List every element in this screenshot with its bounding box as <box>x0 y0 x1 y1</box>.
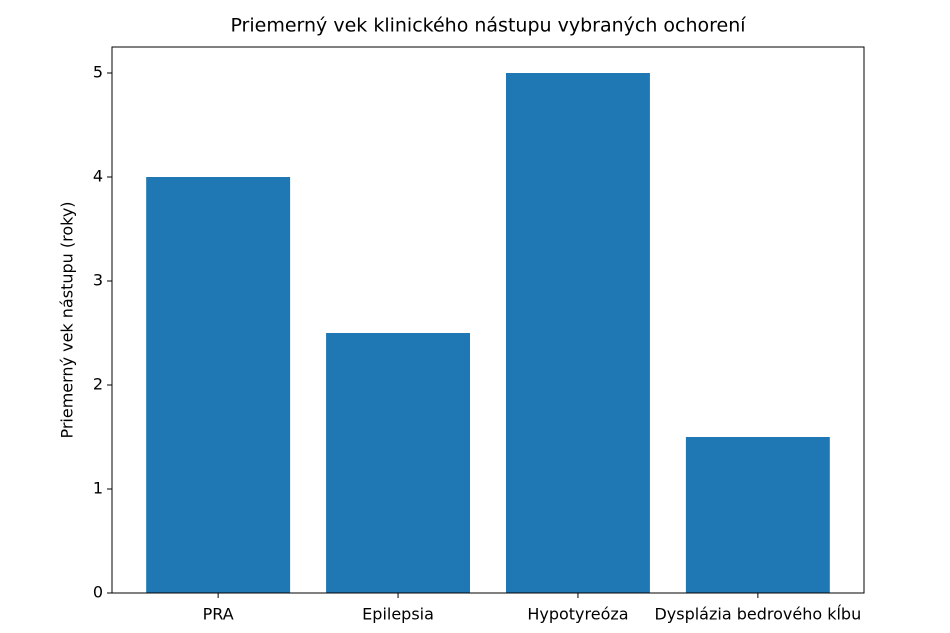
chart-title: Priemerný vek klinického nástupu vybraný… <box>230 15 746 37</box>
plot-frame <box>111 46 865 594</box>
y-tick-label: 0 <box>93 583 103 602</box>
bar <box>326 333 471 593</box>
y-tick-label: 3 <box>93 271 103 290</box>
bar <box>146 177 291 593</box>
x-tick-label: PRA <box>203 605 234 624</box>
y-axis-label: Priemerný vek nástupu (roky) <box>58 201 77 438</box>
y-tick-label: 4 <box>93 167 103 186</box>
y-tick-label: 2 <box>93 375 103 394</box>
x-tick-label: Epilepsia <box>362 605 434 624</box>
bar <box>685 437 830 593</box>
y-tick-label: 5 <box>93 63 103 82</box>
x-tick-label: Hypotyreóza <box>527 605 628 624</box>
y-tick-label: 1 <box>93 479 103 498</box>
x-tick-label: Dysplázia bedrového kĺbu <box>654 605 861 624</box>
bar <box>505 73 650 593</box>
